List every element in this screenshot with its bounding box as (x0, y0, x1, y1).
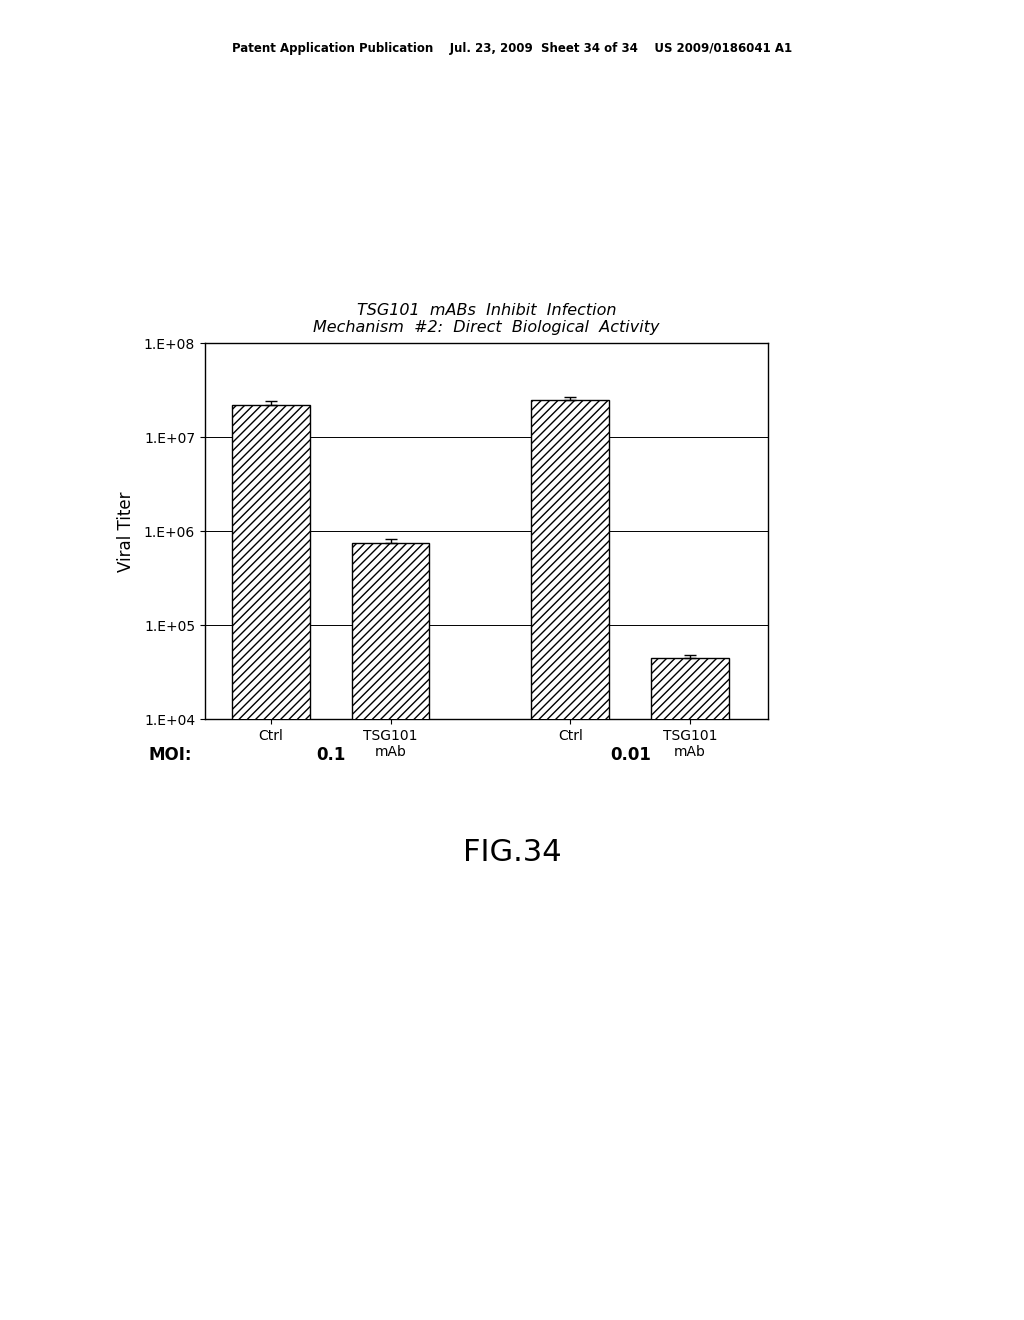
Text: 0.1: 0.1 (316, 746, 345, 764)
Y-axis label: Viral Titer: Viral Titer (118, 491, 135, 572)
Text: Patent Application Publication    Jul. 23, 2009  Sheet 34 of 34    US 2009/01860: Patent Application Publication Jul. 23, … (232, 42, 792, 55)
Bar (651, 657, 729, 1320)
Title: TSG101  mABs  Inhibit  Infection
Mechanism  #2:  Direct  Biological  Activity: TSG101 mABs Inhibit Infection Mechanism … (313, 302, 659, 335)
Text: 0.01: 0.01 (609, 746, 650, 764)
Bar (351, 543, 429, 1320)
Text: FIG.34: FIG.34 (463, 838, 561, 867)
Bar (531, 400, 609, 1320)
Text: MOI:: MOI: (148, 746, 191, 764)
Bar (231, 405, 309, 1320)
